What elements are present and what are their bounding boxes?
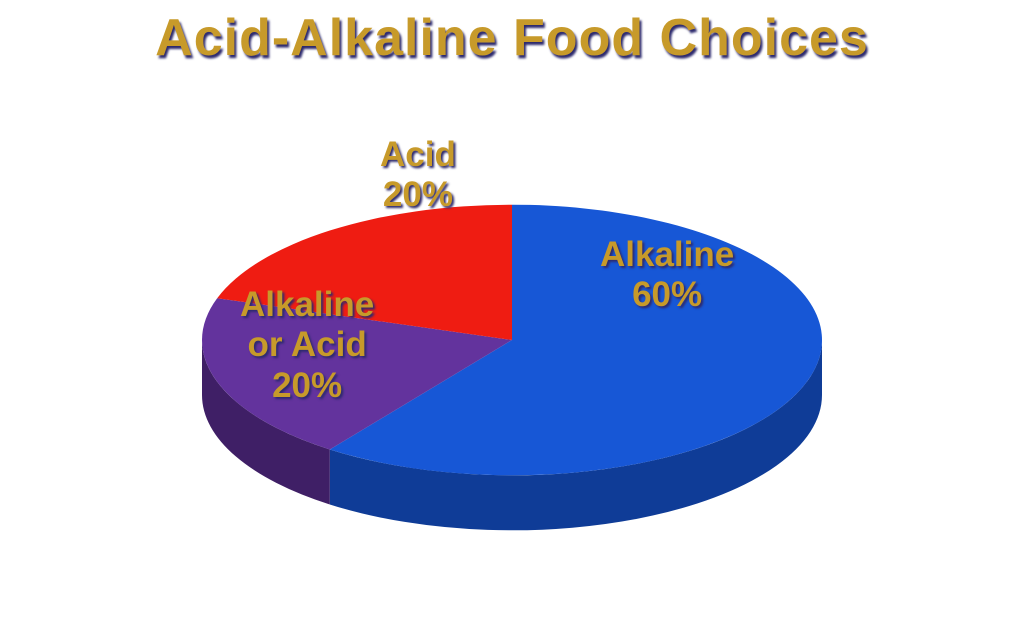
pie-chart-3d xyxy=(0,0,1024,633)
slice-label-acid: Acid20% xyxy=(380,135,456,216)
slice-label-alkaline-or-acid: Alkalineor Acid20% xyxy=(240,285,374,406)
chart-page: Acid-Alkaline Food Choices Acid20% Alkal… xyxy=(0,0,1024,633)
chart-title: Acid-Alkaline Food Choices xyxy=(0,12,1024,64)
slice-label-alkaline: Alkaline60% xyxy=(600,235,734,316)
